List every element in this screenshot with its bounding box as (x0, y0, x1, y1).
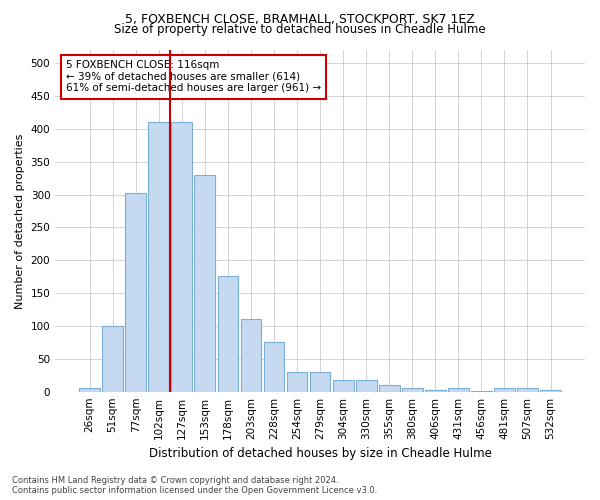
Y-axis label: Number of detached properties: Number of detached properties (15, 133, 25, 308)
Bar (79, 388, 100, 392)
Bar (471, 391, 492, 392)
X-axis label: Distribution of detached houses by size in Cheadle Hulme: Distribution of detached houses by size … (149, 447, 491, 460)
Text: Size of property relative to detached houses in Cheadle Hulme: Size of property relative to detached ho… (114, 22, 486, 36)
Bar (102, 326, 123, 392)
Bar (241, 318, 262, 392)
Bar (425, 390, 446, 392)
Bar (379, 385, 400, 392)
Bar (333, 380, 353, 392)
Bar (194, 175, 215, 392)
Bar (263, 342, 284, 392)
Bar (494, 388, 515, 392)
Bar (540, 390, 561, 392)
Bar (125, 193, 146, 392)
Bar (172, 122, 192, 392)
Text: Contains HM Land Registry data © Crown copyright and database right 2024.
Contai: Contains HM Land Registry data © Crown c… (12, 476, 377, 495)
Bar (287, 372, 307, 392)
Bar (402, 388, 422, 392)
Text: 5 FOXBENCH CLOSE: 116sqm
← 39% of detached houses are smaller (614)
61% of semi-: 5 FOXBENCH CLOSE: 116sqm ← 39% of detach… (66, 60, 321, 94)
Bar (310, 372, 331, 392)
Bar (356, 380, 377, 392)
Bar (218, 276, 238, 392)
Bar (148, 122, 169, 392)
Bar (517, 388, 538, 392)
Bar (448, 388, 469, 392)
Text: 5, FOXBENCH CLOSE, BRAMHALL, STOCKPORT, SK7 1EZ: 5, FOXBENCH CLOSE, BRAMHALL, STOCKPORT, … (125, 12, 475, 26)
